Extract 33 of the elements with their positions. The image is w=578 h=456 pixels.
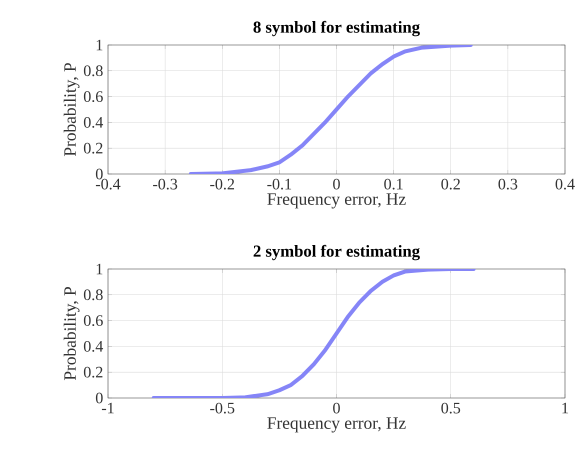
- y-tick-label: 0.6: [84, 91, 103, 102]
- x-tick-label: 1: [562, 402, 568, 414]
- x-tick-label: -0.3: [153, 178, 178, 190]
- x-tick-label: 0.3: [498, 178, 518, 190]
- y-tick-label: 1: [96, 40, 102, 50]
- line-series: [152, 268, 476, 398]
- x-tick-label: 0: [333, 178, 340, 190]
- y-tick-label: 0.4: [84, 340, 104, 352]
- y-tick-label: 0.8: [84, 65, 103, 76]
- y-tick-label: 0.4: [84, 116, 104, 128]
- x-tick-label: -1: [102, 402, 114, 414]
- chart-title: 8 symbol for estimating: [253, 20, 420, 36]
- x-tick-label: 0.4: [556, 178, 575, 190]
- x-tick-label: 0.1: [384, 178, 403, 190]
- y-tick-label: 0: [96, 392, 103, 404]
- x-tick-label: -0.4: [96, 178, 120, 190]
- y-tick-label: 0.2: [84, 366, 102, 378]
- x-tick-label: 0.5: [441, 402, 460, 414]
- x-tick-label: 0: [333, 402, 340, 414]
- y-tick-label: 0.6: [84, 315, 103, 326]
- y-tick-label: 1: [96, 264, 102, 274]
- x-tick-label: 0.2: [441, 178, 460, 190]
- y-tick-label: 0: [96, 168, 103, 180]
- y-tick-label: 0.8: [84, 289, 103, 300]
- x-tick-label: -0.5: [210, 402, 234, 414]
- y-axis-title: Probability, P: [64, 287, 80, 380]
- x-axis-title: Frequency error, Hz: [267, 417, 406, 432]
- y-axis-title: Probability, P: [64, 63, 80, 156]
- chart-title: 2 symbol for estimating: [254, 244, 420, 260]
- y-tick-label: 0.2: [84, 142, 102, 154]
- x-tick-label: -0.1: [267, 178, 292, 190]
- x-axis-title: Frequency error, Hz: [267, 193, 406, 208]
- x-tick-label: -0.2: [210, 178, 234, 190]
